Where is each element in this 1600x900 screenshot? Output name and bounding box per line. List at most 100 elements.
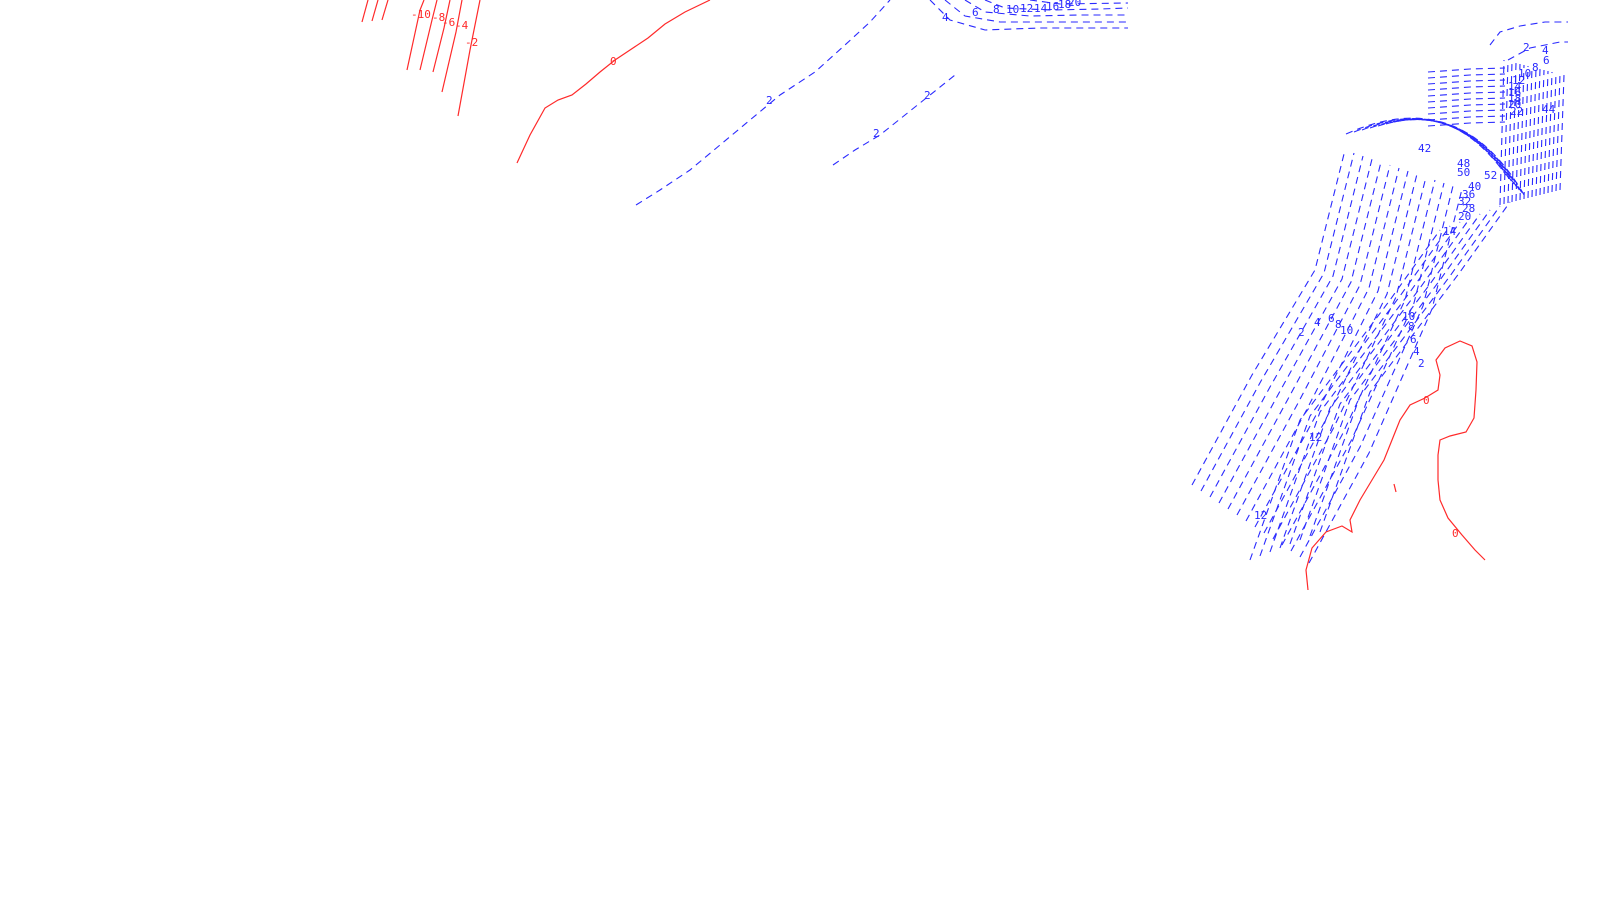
- pos-contour-line: [1236, 164, 1391, 516]
- zero-contour-right-tick: [1393, 483, 1397, 493]
- pos-contour-line: [1539, 69, 1545, 196]
- pos-contour-line: [1269, 221, 1461, 553]
- contour-label: 8: [1335, 318, 1342, 331]
- pos-contour-line: [1289, 213, 1481, 545]
- contour-label: 6: [972, 6, 979, 19]
- contour-label: 12: [1512, 74, 1525, 87]
- pos-contour-line: [1191, 149, 1346, 486]
- pos-contour-line: [1427, 115, 1506, 121]
- pos-contour-line: [1319, 201, 1511, 533]
- pos-contour-line: [1535, 68, 1541, 197]
- pos-contour-line: [1263, 173, 1418, 534]
- pos-contour-line: [1515, 63, 1521, 202]
- contour-label: 4: [942, 11, 949, 24]
- neg-contour-line: [381, 0, 389, 21]
- pos-contour-line: [1290, 182, 1445, 552]
- pos-contour-line: [1499, 59, 1505, 206]
- pos-contour-line: [1299, 185, 1454, 558]
- pos-contour-line: [1427, 91, 1506, 97]
- contour-label: 36: [1462, 188, 1475, 201]
- contour-label: 14: [1443, 225, 1457, 238]
- neg-labels: -10 -8 -6 -4 -2: [411, 8, 478, 49]
- pos-contour-line: [1555, 73, 1561, 192]
- contour-label: 2: [766, 94, 773, 107]
- contour-label: 6: [1543, 54, 1550, 67]
- contour-label: 0: [1452, 527, 1459, 540]
- neg-contour-line: [406, 0, 425, 71]
- pos-contour-line: [1249, 229, 1441, 561]
- pos-contour-line: [1245, 167, 1400, 522]
- contour-label: -2: [465, 36, 478, 49]
- contour-label: 4: [1314, 316, 1321, 329]
- contour-label: -8: [432, 11, 445, 24]
- pos-contour-line: [1272, 176, 1427, 540]
- contour-label: 12: [1020, 2, 1033, 15]
- pos-contour-line: [1531, 67, 1537, 198]
- contour-label: 20: [1508, 98, 1521, 111]
- pos-contour-mid-b: [832, 74, 956, 166]
- neg-contour-line: [441, 0, 463, 93]
- pos-contour-line: [1345, 117, 1526, 197]
- contour-label: 32: [1458, 195, 1471, 208]
- contour-label: 4: [1413, 345, 1420, 358]
- pos-contour-line: [1547, 71, 1553, 194]
- pos-contour-line: [1527, 66, 1533, 199]
- contour-label: 16: [1508, 86, 1521, 99]
- pos-contour-line: [1369, 118, 1518, 188]
- neg-contour-line: [457, 0, 481, 117]
- negative-contours-top-left: [361, 0, 481, 117]
- contour-label: 2: [1523, 41, 1530, 54]
- pos-contour-line: [1427, 109, 1506, 115]
- inner-right-labels: 42 48 50 52 40 36 32 28 20 14: [1418, 142, 1497, 238]
- contour-label: 2: [1418, 357, 1425, 370]
- contour-label: -4: [455, 19, 469, 32]
- pos-contour-line: [1308, 188, 1463, 564]
- zero-contour-left: [516, 0, 711, 164]
- neg-contour-line: [361, 0, 369, 23]
- contour-label: 6: [1328, 312, 1335, 325]
- contour-label: 8: [1408, 320, 1415, 333]
- contour-label: 44: [1542, 103, 1556, 116]
- contour-label: 50: [1457, 166, 1470, 179]
- pos-contour-line: [1427, 73, 1506, 79]
- contour-label: 8: [1532, 61, 1539, 74]
- contour-label: 6: [1410, 333, 1417, 346]
- pos-contour-line: [1259, 225, 1451, 557]
- contour-label: 40: [1468, 180, 1481, 193]
- pos-contour-line: [1427, 67, 1506, 73]
- contour-label: 22: [1510, 105, 1523, 118]
- pos-contour-line: [1559, 74, 1565, 191]
- contour-label: 0: [1423, 394, 1430, 407]
- zero-contour-right: [1305, 340, 1486, 591]
- contour-label: 18: [1508, 92, 1521, 105]
- pos-contour-line: [1200, 152, 1355, 492]
- pos-contour-line: [1543, 70, 1549, 195]
- top-center-labels: 4 6 8 10 12 14 16 18 20: [942, 0, 1081, 24]
- contour-label: 2: [924, 89, 931, 102]
- pos-contour-line: [1353, 118, 1523, 194]
- pos-contour-line: [1227, 161, 1382, 510]
- pos-contours-upper-right: [1489, 21, 1568, 61]
- pos-contour-line: [1427, 85, 1506, 91]
- contour-label: -10: [411, 8, 431, 21]
- pos-contour-line: [1281, 179, 1436, 546]
- contour-label: 18: [1058, 0, 1071, 11]
- pos-contour-line: [1299, 209, 1491, 541]
- contour-label: 28: [1462, 202, 1475, 215]
- contour-label: 10: [1006, 3, 1019, 16]
- pos-contour-line: [1523, 65, 1529, 200]
- contour-label: 20: [1458, 210, 1471, 223]
- neg-contour-line: [432, 0, 451, 73]
- contour-label: 52: [1484, 169, 1497, 182]
- contour-label: 16: [1046, 0, 1059, 13]
- contour-label: 4: [1542, 44, 1549, 57]
- contour-label: 2: [1298, 326, 1305, 339]
- pos-contour-line: [1427, 103, 1506, 109]
- contour-label: 10: [1518, 67, 1531, 80]
- contour-label: 0: [610, 55, 617, 68]
- contour-label: 14: [1508, 80, 1522, 93]
- pos-contour-line: [1218, 158, 1373, 504]
- pos-contour-line: [1427, 97, 1506, 103]
- neg-contour-line: [371, 0, 379, 22]
- mid-right-labels: 2 4 6 8 10 10 8 6 4 2 12 12: [1254, 310, 1425, 522]
